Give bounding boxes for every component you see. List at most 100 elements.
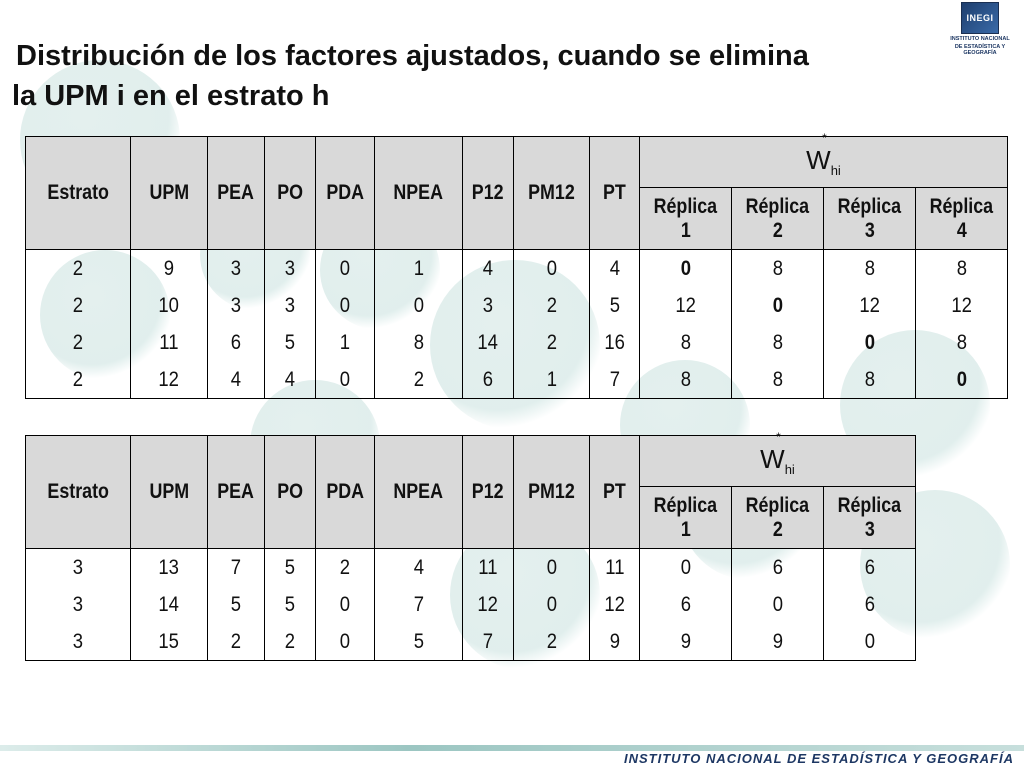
table-cell: 11 (589, 548, 640, 586)
weight-cell: 8 (639, 361, 732, 399)
table-cell: 4 (207, 361, 265, 399)
table-cell: 5 (589, 287, 640, 324)
weight-cell: 0 (639, 548, 732, 586)
table-cell: 0 (513, 548, 590, 586)
table-cell: 9 (589, 623, 640, 661)
table-cell: 2 (315, 548, 375, 586)
column-header: Estrato (25, 136, 131, 250)
column-header: PM12 (513, 136, 590, 250)
logo-mark: INEGI (961, 2, 999, 34)
table-cell: 12 (589, 586, 640, 623)
column-header: PEA (207, 136, 265, 250)
weight-cell: 9 (731, 623, 824, 661)
table-cell: 5 (207, 586, 265, 623)
table-cell: 4 (589, 249, 640, 287)
table-cell: 0 (315, 287, 375, 324)
table-cell: 0 (315, 623, 375, 661)
table-row: 3 15 2 2 0 5 7 2 9 9 9 0 (25, 623, 916, 661)
table-cell: 3 (25, 623, 131, 661)
table-cell: 14 (462, 324, 514, 361)
replica-header: Réplica 3 (823, 486, 916, 549)
table-row: 3 13 7 5 2 4 11 0 11 0 6 6 (25, 548, 916, 586)
column-header: P12 (462, 136, 514, 250)
table-cell: 2 (513, 324, 590, 361)
table-cell: 2 (25, 287, 131, 324)
weight-cell: 6 (823, 548, 916, 586)
factors-table-stratum-3: Estrato UPM PEA PO PDA NPEA P12 PM12 PT … (25, 430, 916, 661)
replica-header: Réplica 1 (639, 187, 732, 250)
factors-table-stratum-2: Estrato UPM PEA PO PDA NPEA P12 PM12 PT … (25, 131, 1008, 399)
table-cell: 0 (513, 586, 590, 623)
table-cell: 1 (513, 361, 590, 399)
table-cell: 7 (589, 361, 640, 399)
table-cell: 14 (130, 586, 208, 623)
table-cell: 2 (207, 623, 265, 661)
column-header: PT (589, 435, 640, 549)
table-cell: 1 (315, 324, 375, 361)
column-header: UPM (130, 435, 208, 549)
table-cell: 7 (207, 548, 265, 586)
replica-header: Réplica 4 (915, 187, 1008, 250)
footer-stripe (0, 745, 1024, 751)
weight-cell: 0 (731, 287, 824, 324)
weight-cell: 8 (731, 361, 824, 399)
column-header: Estrato (25, 435, 131, 549)
weight-cell: 0 (731, 586, 824, 623)
weight-cell: 8 (823, 361, 916, 399)
weight-cell: 0 (823, 324, 916, 361)
weight-cell: 8 (639, 324, 732, 361)
weight-cell: 8 (731, 249, 824, 287)
replica-header: Réplica 2 (731, 486, 824, 549)
table-cell: 4 (462, 249, 514, 287)
title-line-2: la UPM i en el estrato h (12, 80, 330, 112)
column-header: PO (264, 136, 316, 250)
weight-header: * Whi (639, 131, 1008, 188)
table-cell: 10 (130, 287, 208, 324)
table-cell: 12 (130, 361, 208, 399)
table-cell: 3 (207, 249, 265, 287)
table-cell: 2 (513, 287, 590, 324)
weight-header: * Whi (639, 430, 916, 487)
weight-cell: 8 (731, 324, 824, 361)
table-cell: 3 (207, 287, 265, 324)
table-cell: 11 (462, 548, 514, 586)
table-cell: 2 (25, 361, 131, 399)
column-header: PM12 (513, 435, 590, 549)
weight-cell: 6 (823, 586, 916, 623)
weight-cell: 8 (915, 324, 1008, 361)
table-cell: 7 (462, 623, 514, 661)
column-header: UPM (130, 136, 208, 250)
column-header: PEA (207, 435, 265, 549)
table-row: 2 11 6 5 1 8 14 2 16 8 8 0 8 (25, 324, 1008, 361)
weight-symbol: * Whi (806, 131, 841, 179)
table-cell: 8 (374, 324, 463, 361)
table-cell: 0 (513, 249, 590, 287)
page-title: Distribución de los factores ajustados, … (12, 36, 962, 116)
weight-cell: 12 (639, 287, 732, 324)
table-cell: 3 (264, 249, 316, 287)
table-cell: 7 (374, 586, 463, 623)
table-cell: 9 (130, 249, 208, 287)
column-header: PDA (315, 435, 375, 549)
column-header: PT (589, 136, 640, 250)
table-cell: 1 (374, 249, 463, 287)
weight-cell: 6 (639, 586, 732, 623)
table-cell: 5 (374, 623, 463, 661)
table-cell: 16 (589, 324, 640, 361)
replica-header: Réplica 1 (639, 486, 732, 549)
table-cell: 0 (374, 287, 463, 324)
weight-cell: 0 (915, 361, 1008, 399)
weight-cell: 12 (823, 287, 916, 324)
table-cell: 3 (25, 586, 131, 623)
column-header: P12 (462, 435, 514, 549)
table-cell: 0 (315, 361, 375, 399)
table-cell: 15 (130, 623, 208, 661)
table-cell: 3 (25, 548, 131, 586)
table-cell: 0 (315, 249, 375, 287)
weight-cell: 12 (915, 287, 1008, 324)
column-header: PO (264, 435, 316, 549)
table-cell: 5 (264, 548, 316, 586)
table-cell: 4 (264, 361, 316, 399)
weight-symbol: * Whi (760, 430, 795, 478)
